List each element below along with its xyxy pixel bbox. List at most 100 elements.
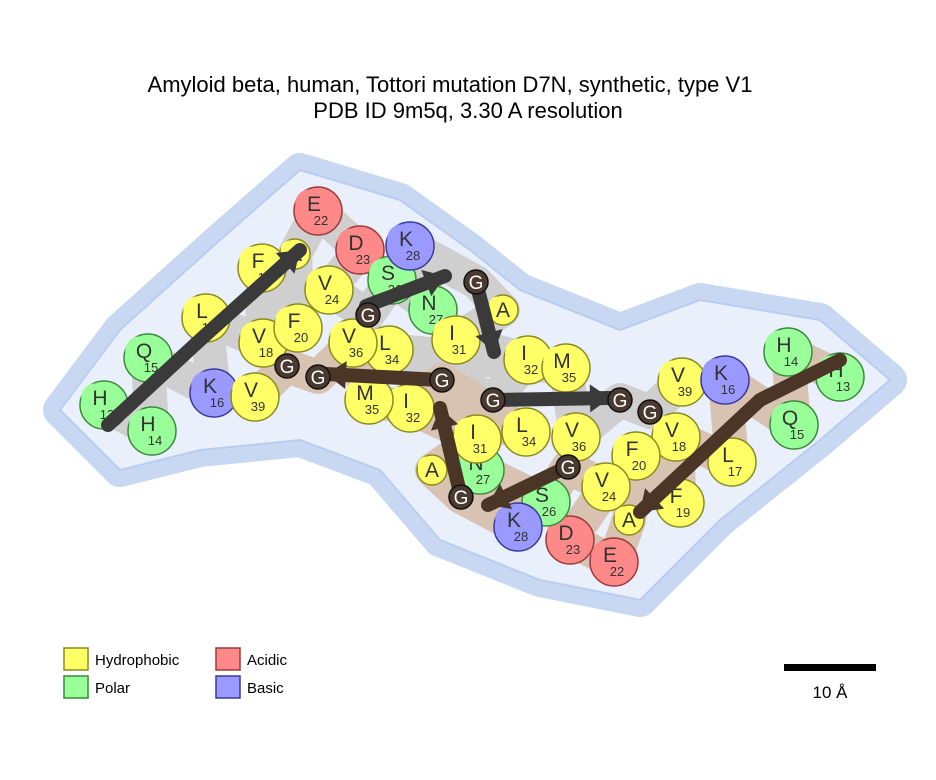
residue-number: 20 — [294, 330, 308, 345]
title-line-1: Amyloid beta, human, Tottori mutation D7… — [148, 72, 753, 97]
residue-letter: F — [252, 250, 265, 273]
residue-letter: G — [486, 391, 501, 412]
legend: Hydrophobic Polar Acidic Basic — [63, 647, 288, 699]
residue-letter: G — [435, 371, 450, 392]
residue-chain-a-A: A — [487, 294, 519, 326]
residue-number: 22 — [610, 564, 624, 579]
residue-number: 35 — [365, 402, 379, 417]
residue-blob-lobe — [583, 465, 612, 495]
residue-letter: G — [643, 403, 658, 424]
residue-blob-lobe — [614, 506, 633, 525]
residue-chain-b-E22: E22 — [589, 537, 639, 587]
strand-arrow-head — [589, 384, 610, 413]
residue-chain-b-V18: V18 — [651, 412, 701, 462]
residue-number: 34 — [522, 434, 536, 449]
residue-chain-b-V24: V24 — [581, 462, 631, 512]
residue-letter: G — [280, 357, 295, 378]
beta-strand-arrows — [101, 243, 847, 519]
residue-chain-b-A: A — [416, 454, 448, 486]
residue-chain-b-M35: M35 — [344, 375, 394, 425]
strand-arrow-body — [101, 243, 307, 432]
residue-letter: H — [92, 387, 107, 410]
residue-letter: Q — [782, 407, 798, 430]
residue-number: 19 — [676, 505, 690, 520]
residue-chain-a-V36: V36 — [551, 412, 601, 462]
residue-number: 13 — [836, 379, 850, 394]
residue-blob-lobe — [591, 540, 620, 570]
residue-blob-lobe — [417, 456, 436, 475]
residue-chain-b-V39: V39 — [230, 372, 280, 422]
residue-chain-b-V36: V36 — [328, 318, 378, 368]
residue-blob-lobe — [410, 288, 439, 318]
residue-chain-a-I32: I32 — [503, 335, 553, 385]
residue-blob-lobe — [543, 346, 572, 376]
residue-blob-lobe — [433, 318, 462, 348]
residue-blob-lobe — [125, 336, 154, 366]
residue-letter: D — [348, 232, 363, 255]
residue-blob-lobe — [553, 415, 582, 445]
residue-blob-lobe — [330, 321, 359, 351]
residue-chain-a-G: G — [355, 302, 381, 328]
residue-letter: V — [671, 364, 685, 387]
residue-chain-b-G: G — [305, 364, 331, 390]
residue-letter: I — [449, 322, 455, 345]
residue-number: 36 — [572, 439, 586, 454]
residue-letter: L — [722, 444, 734, 467]
residue-blob-lobe — [337, 228, 366, 258]
residue-chain-b-G: G — [448, 484, 474, 510]
residue-blob — [480, 387, 506, 413]
residue-letter: A — [496, 299, 510, 322]
residue-chain-a-H14: H14 — [127, 406, 177, 456]
residue-blob-lobe — [295, 189, 324, 219]
residue-letter: L — [379, 332, 391, 355]
residue-letter: I — [403, 390, 409, 413]
residue-letter: V — [252, 325, 266, 348]
residue-blob-lobe — [232, 375, 261, 405]
residue-number: 24 — [325, 292, 339, 307]
residue-blob-lobe — [505, 338, 534, 368]
residue-chain-a-V39: V39 — [657, 357, 707, 407]
residue-chain-b-L17: L17 — [707, 437, 757, 487]
legend-item-polar: Polar — [63, 675, 130, 699]
residue-chain-b-I32: I32 — [385, 383, 435, 433]
residue-letter: A — [622, 509, 636, 532]
residue-chain-b-F20: F20 — [611, 431, 661, 481]
residue-number: 32 — [524, 362, 538, 377]
strand-arrow-head — [421, 270, 445, 297]
residue-chain-a-I31: I31 — [431, 315, 481, 365]
residue-letter: A — [425, 459, 439, 482]
residue-letter: H — [140, 413, 155, 436]
residue-blob — [429, 367, 455, 393]
residue-blob-lobe — [653, 415, 682, 445]
residue-letter: D — [558, 522, 573, 545]
residue-chain-b-G: G — [274, 353, 300, 379]
strand-arrow-head — [430, 408, 459, 431]
residue-chain-a-E22: E22 — [293, 186, 343, 236]
scale-bar: 10 Å — [784, 664, 876, 702]
title-line-2: PDB ID 9m5q, 3.30 A resolution — [313, 98, 622, 123]
legend-label: Basic — [247, 680, 284, 697]
residue-number: 35 — [562, 370, 576, 385]
legend-label: Hydrophobic — [95, 652, 180, 669]
residue-number: 28 — [406, 248, 420, 263]
residue-number: 22 — [314, 213, 328, 228]
residue-blob-lobe — [240, 321, 269, 351]
legend-swatch — [63, 647, 89, 671]
residue-blob-lobe — [306, 268, 335, 298]
residue-blob — [274, 353, 300, 379]
strand-arrow-head — [640, 488, 665, 512]
residue-letter: F — [626, 438, 639, 461]
residue-chain-b-I31: I31 — [452, 414, 502, 464]
residue-letter: G — [561, 458, 576, 479]
residue-blob-lobe — [183, 296, 213, 326]
residue-chain-a-V24: V24 — [304, 265, 354, 315]
residue-letter: K — [203, 375, 217, 398]
residue-letter: I — [470, 421, 476, 444]
residue-letter: N — [421, 292, 436, 315]
strand-arrow-head — [275, 250, 300, 274]
residue-blob — [555, 454, 581, 480]
residue-number: 24 — [602, 489, 616, 504]
scale-bar-line — [784, 664, 876, 671]
residue-number: 14 — [148, 433, 162, 448]
residue-letter: M — [553, 350, 571, 373]
